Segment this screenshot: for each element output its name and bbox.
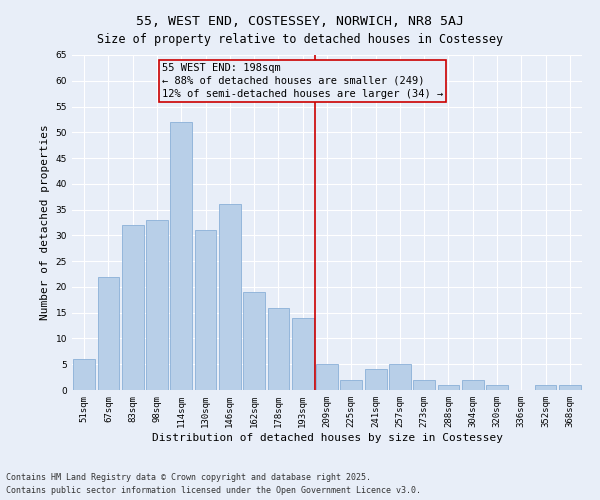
Bar	[194, 230, 217, 390]
Bar	[389, 364, 411, 390]
Bar	[340, 380, 362, 390]
Text: 55 WEST END: 198sqm
← 88% of detached houses are smaller (249)
12% of semi-detac: 55 WEST END: 198sqm ← 88% of detached ho…	[162, 62, 443, 99]
Bar	[462, 380, 484, 390]
Bar	[268, 308, 289, 390]
Bar	[316, 364, 338, 390]
Bar	[559, 385, 581, 390]
Bar	[292, 318, 314, 390]
X-axis label: Distribution of detached houses by size in Costessey: Distribution of detached houses by size …	[151, 432, 503, 442]
Text: 55, WEST END, COSTESSEY, NORWICH, NR8 5AJ: 55, WEST END, COSTESSEY, NORWICH, NR8 5A…	[136, 15, 464, 28]
Bar	[437, 385, 460, 390]
Y-axis label: Number of detached properties: Number of detached properties	[40, 124, 50, 320]
Bar	[365, 370, 386, 390]
Text: Size of property relative to detached houses in Costessey: Size of property relative to detached ho…	[97, 32, 503, 46]
Bar	[219, 204, 241, 390]
Bar	[243, 292, 265, 390]
Bar	[413, 380, 435, 390]
Bar	[146, 220, 168, 390]
Bar	[535, 385, 556, 390]
Bar	[97, 276, 119, 390]
Text: Contains HM Land Registry data © Crown copyright and database right 2025.
Contai: Contains HM Land Registry data © Crown c…	[6, 474, 421, 495]
Bar	[170, 122, 192, 390]
Bar	[122, 225, 143, 390]
Bar	[73, 359, 95, 390]
Bar	[486, 385, 508, 390]
